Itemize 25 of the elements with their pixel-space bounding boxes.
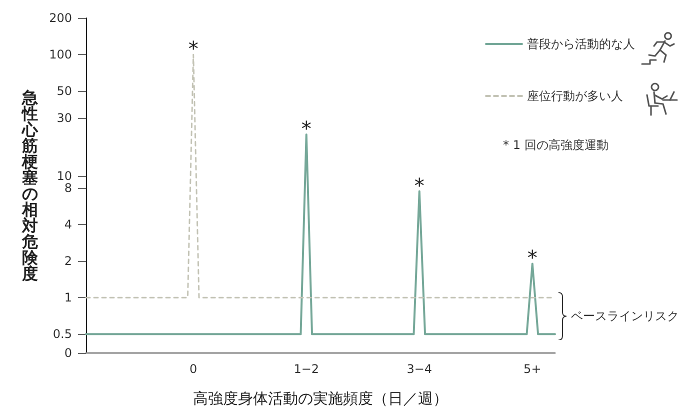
- y-tick-label: 10: [56, 169, 72, 184]
- x-tick-label: 0: [190, 362, 198, 376]
- y-tick-label: 1: [64, 290, 72, 305]
- annotation: *: [527, 246, 538, 270]
- legend-label: 座位行動が多い人: [527, 89, 623, 103]
- y-tick-label: 30: [56, 111, 72, 126]
- x-axis-title: 高強度身体活動の実施頻度（日／週）: [193, 390, 448, 408]
- y-tick-label: 100: [49, 48, 72, 62]
- annotation: *: [188, 36, 198, 61]
- text: ベースラインリスク: [571, 308, 679, 323]
- y-tick-label: 0.5: [52, 327, 72, 342]
- annotation: * 1 回の高強度運動: [503, 138, 608, 152]
- y-tick-label: 2: [64, 254, 72, 268]
- annotation: *: [414, 173, 424, 198]
- y-tick-label: 4: [64, 217, 72, 232]
- y-tick-label: 50: [56, 84, 72, 98]
- x-tick-label: 3−4: [406, 362, 432, 376]
- y-tick-label: 200: [49, 11, 72, 25]
- annotation: *: [301, 116, 312, 140]
- y-tick-label: 8: [64, 180, 72, 195]
- text: 急性心筋梗塞の相対危険度: [22, 88, 38, 282]
- x-tick-label: 1−2: [294, 362, 320, 376]
- y-tick-label: 0: [64, 346, 72, 360]
- x-tick-label: 5+: [524, 362, 542, 376]
- legend-label: 普段から活動的な人: [527, 37, 635, 51]
